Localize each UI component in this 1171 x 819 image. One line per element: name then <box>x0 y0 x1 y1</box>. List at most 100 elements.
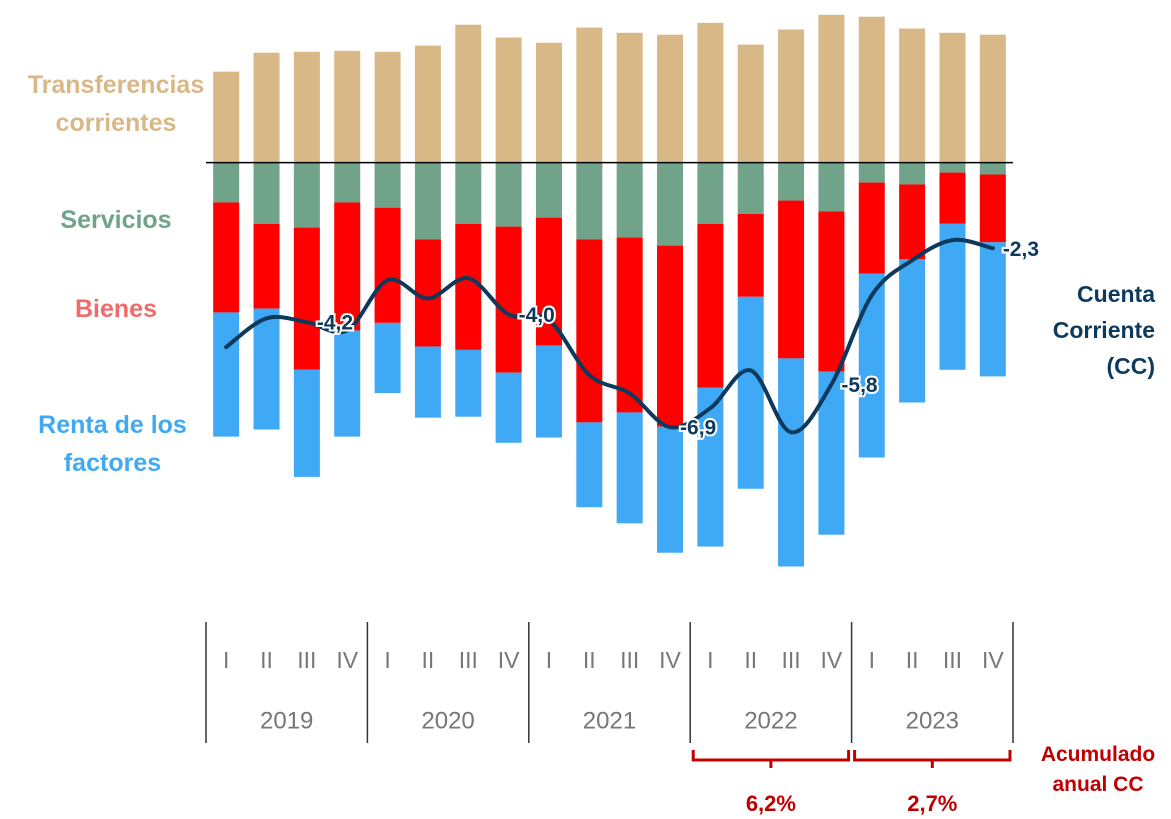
bar <box>858 16 885 163</box>
bar <box>697 387 724 547</box>
bar <box>818 211 845 372</box>
bar <box>778 358 805 567</box>
year-label: 2023 <box>906 707 959 734</box>
bar <box>213 202 240 313</box>
bar <box>414 346 441 418</box>
bar <box>535 217 562 346</box>
bar <box>697 162 724 224</box>
bar <box>858 162 885 183</box>
bar <box>778 162 805 201</box>
x-tick-label: IV <box>659 647 681 673</box>
bar <box>293 51 320 163</box>
bar <box>495 372 522 443</box>
bar <box>495 162 522 227</box>
bar <box>939 223 966 370</box>
bar <box>455 223 482 350</box>
bar <box>899 259 926 403</box>
bar <box>657 162 684 246</box>
bar <box>737 162 764 214</box>
bar <box>616 237 643 413</box>
bracket <box>853 750 1012 768</box>
bar <box>979 242 1006 377</box>
bar <box>657 426 684 553</box>
data-label: -4,2 <box>317 312 353 335</box>
bar <box>293 369 320 477</box>
bar <box>535 162 562 218</box>
bar <box>818 162 845 212</box>
x-tick-label: II <box>906 647 919 673</box>
bar <box>939 32 966 163</box>
line <box>224 237 995 435</box>
series-label: Servicios <box>60 206 172 234</box>
series-label: Transferencias corrientes <box>27 71 205 137</box>
bar <box>535 345 562 438</box>
bar <box>293 162 320 228</box>
x-tick-label: I <box>707 647 713 673</box>
x-tick-label: II <box>260 647 273 673</box>
bar <box>697 223 724 388</box>
bar <box>455 162 482 224</box>
bar <box>455 349 482 417</box>
x-tick-label: II <box>422 647 435 673</box>
bar <box>334 330 361 437</box>
bar <box>737 213 764 297</box>
year-label: 2020 <box>421 707 474 734</box>
bar <box>334 162 361 203</box>
bar <box>253 223 280 309</box>
x-tick-label: III <box>297 647 316 673</box>
bar <box>616 32 643 163</box>
bar <box>899 28 926 163</box>
bar <box>535 42 562 163</box>
data-label: -4,0 <box>519 304 555 327</box>
bracket <box>691 750 851 768</box>
bar <box>939 172 966 224</box>
bar <box>576 27 603 163</box>
x-tick-label: I <box>546 647 552 673</box>
bar <box>374 207 401 323</box>
x-tick-label: III <box>459 647 478 673</box>
x-tick-label: III <box>620 647 639 673</box>
bar <box>737 44 764 163</box>
bar <box>374 51 401 163</box>
year-label: 2022 <box>744 707 797 734</box>
data-label: -2,3 <box>1003 238 1039 261</box>
bar <box>414 162 441 240</box>
series-label: Renta de los factores <box>38 411 187 477</box>
bar <box>778 29 805 163</box>
bar <box>414 45 441 163</box>
bar <box>858 273 885 458</box>
x-tick-label: IV <box>498 647 520 673</box>
bar <box>979 174 1006 243</box>
data-label: -5,8 <box>841 374 878 397</box>
bar <box>455 24 482 163</box>
bar <box>495 226 522 373</box>
bar <box>818 14 845 163</box>
bar <box>293 227 320 370</box>
annual-value: 2,7% <box>907 791 957 816</box>
bar <box>374 322 401 394</box>
bar <box>495 37 522 163</box>
x-tick-label: IV <box>821 647 843 673</box>
year-label: 2021 <box>583 707 636 734</box>
bar <box>374 162 401 208</box>
bar <box>576 162 603 240</box>
bar <box>334 202 361 331</box>
bar <box>253 52 280 163</box>
bar <box>213 312 240 437</box>
bar <box>576 422 603 508</box>
bar <box>979 162 1006 175</box>
x-tick-label: II <box>744 647 757 673</box>
bar <box>213 162 240 203</box>
bar <box>657 34 684 163</box>
year-label: 2019 <box>260 707 313 734</box>
bar <box>576 239 603 423</box>
x-tick-label: III <box>943 647 962 673</box>
bar <box>697 22 724 163</box>
series-label: Bienes <box>75 295 157 323</box>
x-tick-label: I <box>869 647 875 673</box>
bar <box>778 200 805 359</box>
bar <box>213 71 240 163</box>
x-tick-label: II <box>583 647 596 673</box>
x-tick-label: IV <box>982 647 1004 673</box>
series-label: Cuenta Corriente (CC) <box>1052 281 1155 379</box>
